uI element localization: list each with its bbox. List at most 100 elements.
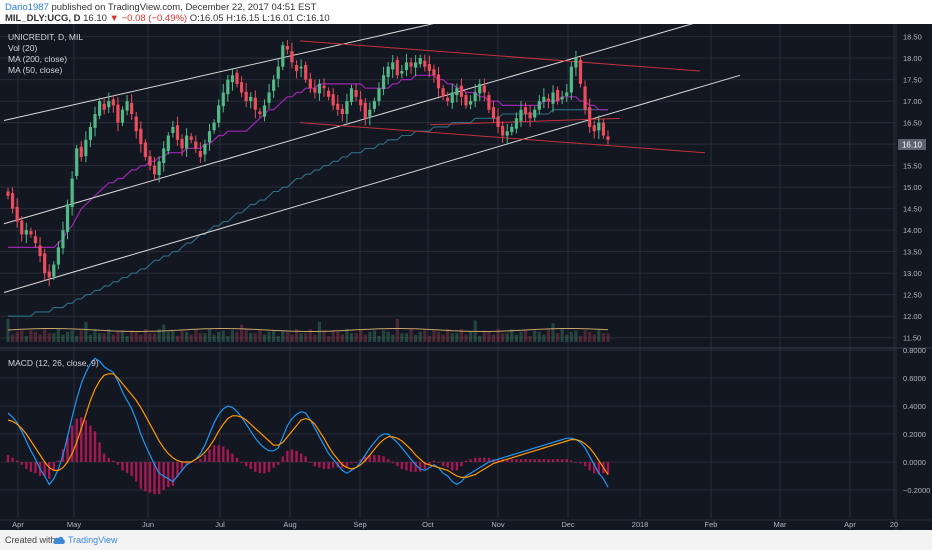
candle-body [111,99,115,106]
candle-body [43,253,47,274]
candle-body [395,59,399,76]
price-tick-label: 18.50 [903,33,922,42]
macd-histogram-bar [432,460,436,462]
candle-body [171,126,175,133]
volume-bar [15,331,19,342]
candle-body [327,90,331,97]
candle-body [354,89,358,97]
volume-bar [162,324,166,342]
macd-histogram-bar [135,462,138,482]
volume-bar [230,330,235,342]
volume-bar [340,334,344,342]
macd-histogram-bar [547,459,550,462]
author-link[interactable]: Dario1987 [5,2,49,13]
volume-bar [166,331,170,342]
volume-bar [537,331,541,342]
candle-body [478,83,482,94]
volume-bar [29,330,33,342]
volume-bar [244,329,248,342]
macd-histogram-bar [66,436,69,462]
macd-histogram-bar [391,462,394,464]
candle-body [468,101,473,105]
last-price: 16.10 [83,13,107,24]
macd-histogram-bar [377,455,381,462]
price-tick-label: 13.50 [903,248,922,257]
candle-body [349,88,354,102]
volume-bar [93,329,97,342]
macd-histogram-bar [48,462,51,479]
volume-bar [528,336,532,342]
macd-histogram-bar [226,449,230,462]
macd-histogram-bar [451,462,454,471]
volume-bar [175,336,180,342]
grid-lines [0,24,896,518]
chart-area[interactable]: 18.5018.0017.5017.0016.5016.0015.5015.00… [0,24,932,530]
macd-histogram-bar [98,442,101,462]
candle-body [203,144,207,155]
candle-body [10,193,15,209]
volume-bar [565,334,569,342]
candle-body [75,148,79,176]
macd-histogram-bar [157,462,161,495]
macd-histogram-bar [350,462,353,464]
volume-bar [70,330,74,342]
macd-histogram-bar [153,462,156,495]
volume-bar [496,329,500,342]
volume-bar [381,330,386,342]
volume-bar [84,321,88,342]
candle-body [487,95,491,110]
candle-body [583,86,587,110]
candle-body [290,51,294,63]
candle-body [20,220,24,235]
candle-body [501,126,505,136]
price-tick-label: 15.50 [903,162,922,171]
candle-body [189,136,193,140]
candle-body [597,122,601,131]
macd-histogram-bar [167,462,170,488]
candle-body [235,72,239,84]
macd-histogram-bar [304,456,307,462]
macd-histogram-bar [295,450,298,462]
candle-body [221,92,225,107]
macd-histogram-bar [354,462,358,463]
time-axis: Apr May Jun Jul Aug Sep Oct Nov Dec 2018 Feb Mar Apr… [12,520,898,529]
candle-body [359,99,363,106]
volume-bar [226,336,230,342]
macd-histogram-bar [70,425,74,462]
price-tick-label: 12.00 [903,312,922,321]
candle-body [148,156,152,166]
macd-histogram-bar [144,462,147,492]
macd-tick-label: 0.8000 [903,346,926,355]
macd-histogram-bar [327,462,330,469]
macd-histogram-bar [588,462,591,471]
volume-bar [139,334,143,342]
candle-body [588,107,592,127]
candle-body [230,75,235,83]
volume-bar [143,329,147,342]
macd-tick-label: 0.4000 [903,402,926,411]
macd-tick-label: 0.2000 [903,430,926,439]
volume-bar [478,336,482,342]
candle-body [542,96,546,102]
macd-tick-label: 0.0000 [903,458,926,467]
volume-bar [523,330,528,342]
volume-bar [102,333,106,342]
candle-body [143,142,147,158]
candle-body [125,101,129,111]
tradingview-brand-link[interactable]: TradingView [68,535,118,545]
macd-histogram-bar [29,462,33,472]
legend-vol: Vol (20) [8,43,37,53]
candle-body [47,271,51,278]
candle-body [331,94,335,106]
legend-ma50: MA (50, close) [8,65,62,75]
volume-bar [304,333,308,342]
macd-histogram-bar [359,459,362,462]
candle-body [496,116,500,127]
volume-bar [446,329,450,342]
volume-bar [116,331,120,342]
macd-histogram-bar [524,459,527,462]
candle-body [65,204,70,232]
macd-histogram-bar [551,459,555,462]
volume-bar [354,333,358,342]
volume-bar [533,330,537,342]
